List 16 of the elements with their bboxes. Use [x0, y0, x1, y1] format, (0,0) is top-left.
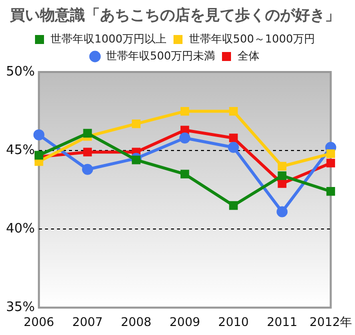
x-tick-label: 2006: [24, 314, 54, 329]
y-tick-label: 35%: [6, 300, 35, 315]
legend-label: 世帯年収500～1000万円: [189, 32, 315, 46]
x-tick-label: 2009: [170, 314, 200, 329]
x-tick-label: 2010: [218, 314, 249, 329]
legend-label: 世帯年収500万円未満: [106, 49, 215, 62]
y-tick-label: 50%: [6, 64, 35, 80]
x-tick-label: 2007: [72, 314, 103, 329]
x-tick-label: 2011: [266, 314, 298, 329]
x-tick-label: 2012年: [309, 314, 352, 329]
legend-label: 世帯年収1000万円以上: [50, 32, 167, 46]
x-tick-label: 2008: [120, 314, 152, 329]
y-tick-label: 40%: [6, 221, 35, 236]
y-tick-label: 45%: [6, 142, 35, 158]
legend-label: 全体: [238, 49, 260, 62]
chart-title: 買い物意識「あちこちの店を見て歩くのが好き」: [9, 5, 341, 26]
